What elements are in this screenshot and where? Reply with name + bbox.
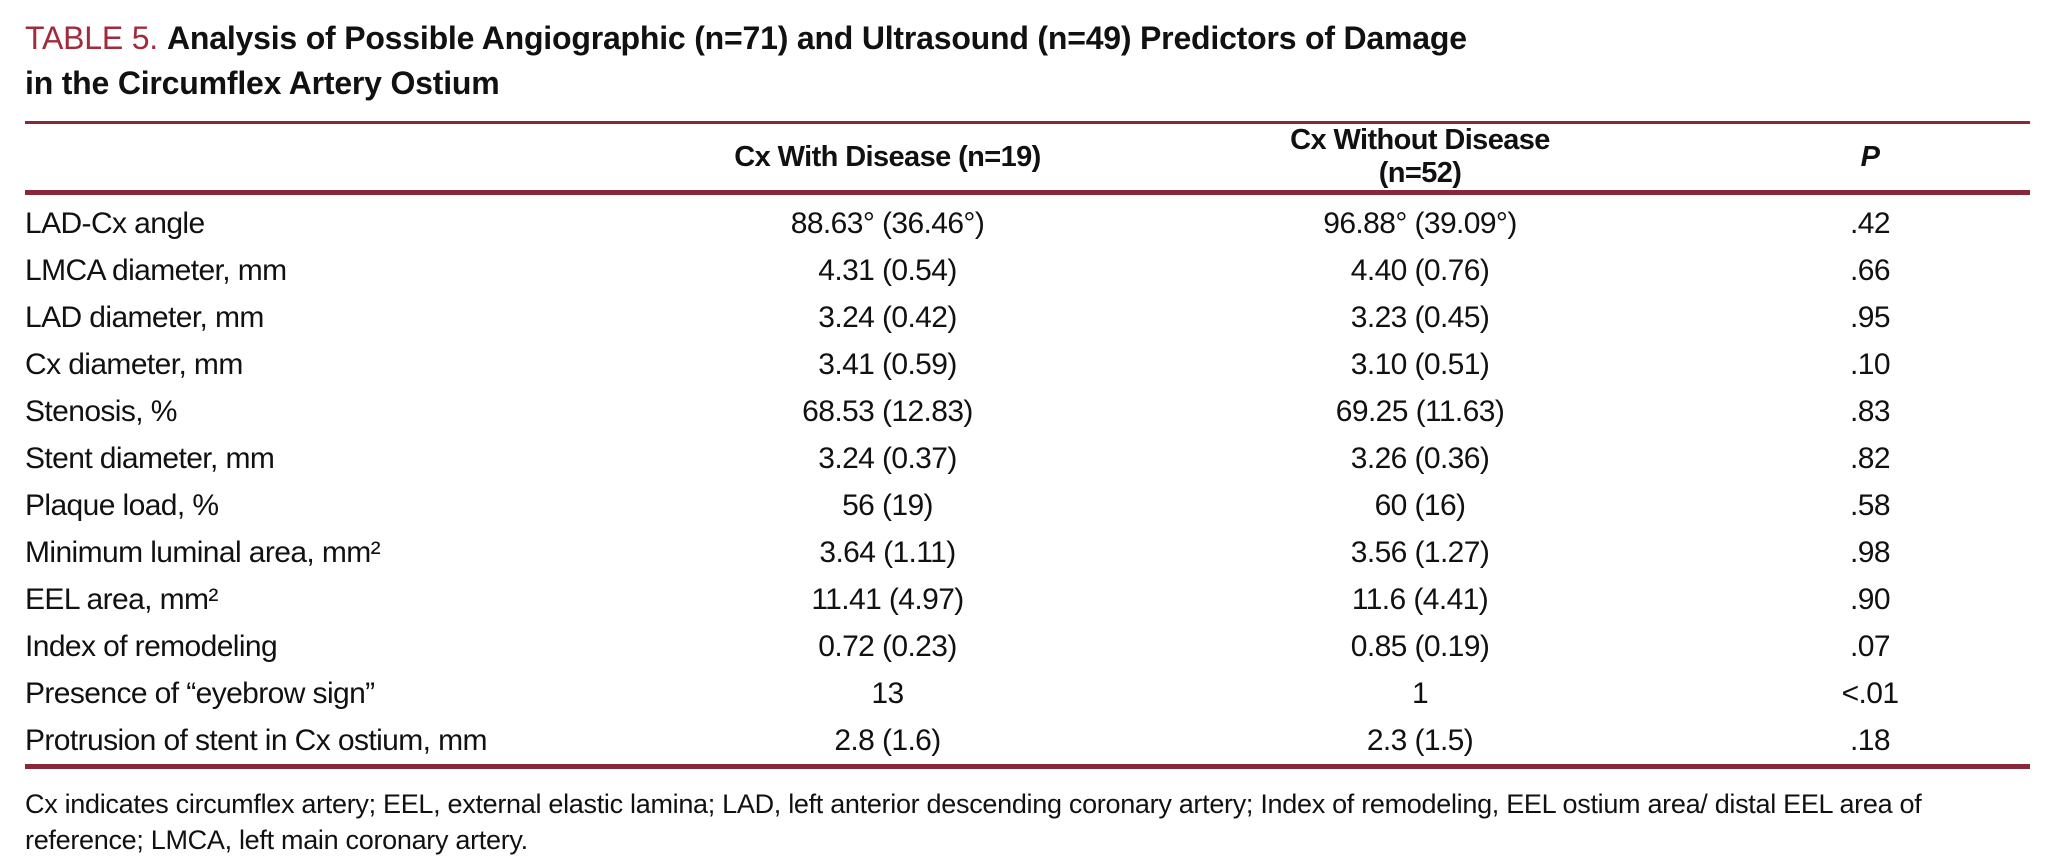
value-with-disease: 11.41 (4.97) xyxy=(811,582,964,616)
row-label: LAD-Cx angle xyxy=(25,206,205,240)
value-p: .66 xyxy=(1850,253,1891,287)
value-without-disease: 4.40 (0.76) xyxy=(1350,253,1490,287)
value-without-disease: 60 (16) xyxy=(1374,488,1466,522)
value-without-disease: 3.10 (0.51) xyxy=(1350,347,1490,381)
value-without-disease: 96.88° (39.09°) xyxy=(1323,206,1517,240)
row-label: EEL area, mm² xyxy=(25,582,218,616)
row-label: Stent diameter, mm xyxy=(25,441,275,475)
table-footnote: Cx indicates circumflex artery; EEL, ext… xyxy=(25,789,1922,855)
table-body: LAD-Cx angle 88.63° (36.46°) 96.88° (39.… xyxy=(25,193,2030,767)
value-p: .18 xyxy=(1850,723,1891,757)
value-p: .10 xyxy=(1850,347,1891,381)
value-without-disease: 11.6 (4.41) xyxy=(1351,582,1489,616)
value-with-disease: 0.72 (0.23) xyxy=(818,629,957,663)
value-p: .95 xyxy=(1850,300,1891,334)
value-with-disease: 88.63° (36.46°) xyxy=(790,206,985,240)
value-with-disease: 56 (19) xyxy=(842,488,933,522)
value-with-disease: 2.8 (1.6) xyxy=(834,723,941,757)
value-p: .83 xyxy=(1850,394,1891,428)
value-with-disease: 3.64 (1.11) xyxy=(819,535,956,569)
value-without-disease: 3.56 (1.27) xyxy=(1350,535,1490,569)
table-number-label: TABLE 5. xyxy=(25,20,158,56)
value-p: <.01 xyxy=(1841,676,1899,710)
table-title-line1: TABLE 5. Analysis of Possible Angiographi… xyxy=(25,16,2030,61)
table-row: Plaque load, % 56 (19) 60 (16) .58 xyxy=(25,482,2030,529)
value-without-disease: 3.26 (0.36) xyxy=(1350,441,1490,475)
table-row: Stent diameter, mm 3.24 (0.37) 3.26 (0.3… xyxy=(25,435,2030,482)
value-p: .42 xyxy=(1850,206,1891,240)
table-title-text: Analysis of Possible Angiographic (n=71)… xyxy=(166,20,1467,56)
row-label: Presence of “eyebrow sign” xyxy=(25,676,375,710)
table-row: Protrusion of stent in Cx ostium, mm 2.8… xyxy=(25,717,2030,767)
table-title-line2: in the Circumflex Artery Ostium xyxy=(25,65,500,101)
value-p: .07 xyxy=(1850,629,1891,663)
row-label: LMCA diameter, mm xyxy=(25,253,287,287)
table-row: Index of remodeling 0.72 (0.23) 0.85 (0.… xyxy=(25,623,2030,670)
value-with-disease: 3.24 (0.37) xyxy=(818,441,957,475)
value-with-disease: 13 xyxy=(871,676,904,710)
value-without-disease: 1 xyxy=(1411,676,1429,710)
row-label: Index of remodeling xyxy=(25,629,278,663)
value-with-disease: 4.31 (0.54) xyxy=(818,253,957,287)
value-without-disease: 3.23 (0.45) xyxy=(1350,300,1490,334)
value-p: .90 xyxy=(1850,582,1891,616)
row-label: Protrusion of stent in Cx ostium, mm xyxy=(25,723,487,757)
value-with-disease: 3.24 (0.42) xyxy=(818,300,957,334)
value-p: .98 xyxy=(1850,535,1891,569)
value-p: .58 xyxy=(1850,488,1891,522)
table-row: LMCA diameter, mm 4.31 (0.54) 4.40 (0.76… xyxy=(25,247,2030,294)
column-header-with-disease: Cx With Disease (n=19) xyxy=(525,122,1250,195)
value-without-disease: 69.25 (11.63) xyxy=(1335,394,1505,428)
table-row: Minimum luminal area, mm² 3.64 (1.11) 3.… xyxy=(25,529,2030,576)
value-without-disease: 2.3 (1.5) xyxy=(1366,723,1474,757)
column-header-parameter xyxy=(25,122,525,195)
value-with-disease: 3.41 (0.59) xyxy=(818,347,957,381)
table-header: Cx With Disease (n=19) Cx Without Diseas… xyxy=(25,122,2030,195)
table-title: TABLE 5. Analysis of Possible Angiographi… xyxy=(25,16,2030,106)
header-row: Cx With Disease (n=19) Cx Without Diseas… xyxy=(25,122,2030,195)
value-with-disease: 68.53 (12.83) xyxy=(802,394,973,428)
table-row: Stenosis, % 68.53 (12.83) 69.25 (11.63) … xyxy=(25,388,2030,435)
column-header-without-disease: Cx Without Disease (n=52) xyxy=(1250,122,1590,195)
row-label: Plaque load, % xyxy=(25,488,219,522)
row-label: Stenosis, % xyxy=(25,394,177,428)
predictors-table: Cx With Disease (n=19) Cx Without Diseas… xyxy=(25,121,2030,769)
column-header-p: P xyxy=(1590,122,2030,195)
row-label: Cx diameter, mm xyxy=(25,347,243,381)
table-row: LAD diameter, mm 3.24 (0.42) 3.23 (0.45)… xyxy=(25,294,2030,341)
row-label: Minimum luminal area, mm² xyxy=(25,535,381,569)
value-p: .82 xyxy=(1850,441,1891,475)
row-label: LAD diameter, mm xyxy=(25,300,264,334)
table-row: LAD-Cx angle 88.63° (36.46°) 96.88° (39.… xyxy=(25,193,2030,248)
table-row: Cx diameter, mm 3.41 (0.59) 3.10 (0.51) … xyxy=(25,341,2030,388)
table-row: Presence of “eyebrow sign” 13 1 <.01 xyxy=(25,670,2030,717)
table-row: EEL area, mm² 11.41 (4.97) 11.6 (4.41) .… xyxy=(25,576,2030,623)
value-without-disease: 0.85 (0.19) xyxy=(1350,629,1490,663)
